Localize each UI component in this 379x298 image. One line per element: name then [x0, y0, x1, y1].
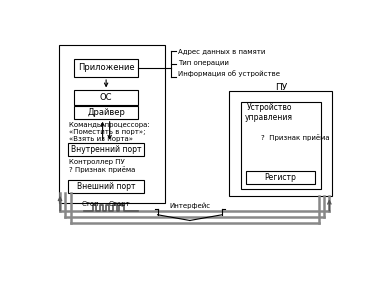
- Text: Внешний порт: Внешний порт: [77, 182, 135, 191]
- FancyBboxPatch shape: [59, 45, 165, 203]
- Text: Устройство
управления: Устройство управления: [245, 103, 293, 122]
- Text: ПУ: ПУ: [275, 83, 287, 92]
- Text: Регистр: Регистр: [264, 173, 296, 182]
- Text: Приложение: Приложение: [78, 63, 135, 72]
- FancyBboxPatch shape: [74, 59, 138, 77]
- Text: ОС: ОС: [100, 93, 112, 102]
- Text: Контроллер ПУ
? Признак приёма: Контроллер ПУ ? Признак приёма: [69, 159, 136, 173]
- Text: Старт: Старт: [108, 201, 130, 207]
- Text: Драйвер: Драйвер: [87, 108, 125, 117]
- FancyBboxPatch shape: [68, 143, 144, 156]
- FancyBboxPatch shape: [246, 171, 315, 184]
- FancyBboxPatch shape: [74, 90, 138, 105]
- FancyBboxPatch shape: [74, 106, 138, 119]
- Text: ?  Признак приёма: ? Признак приёма: [261, 134, 330, 141]
- Text: Внутренний порт: Внутренний порт: [71, 145, 141, 154]
- Text: Информация об устройстве: Информация об устройстве: [178, 70, 280, 77]
- Text: Тип операции: Тип операции: [178, 60, 229, 66]
- FancyBboxPatch shape: [241, 102, 321, 190]
- Text: Команды процессора:
«Поместить в порт»;
«Взять из порта»: Команды процессора: «Поместить в порт»; …: [69, 122, 150, 142]
- FancyBboxPatch shape: [230, 91, 332, 196]
- Text: Адрес данных в памяти: Адрес данных в памяти: [178, 49, 265, 55]
- Text: Стоп: Стоп: [81, 201, 99, 207]
- FancyBboxPatch shape: [68, 180, 144, 193]
- Text: Интерфейс: Интерфейс: [169, 203, 210, 209]
